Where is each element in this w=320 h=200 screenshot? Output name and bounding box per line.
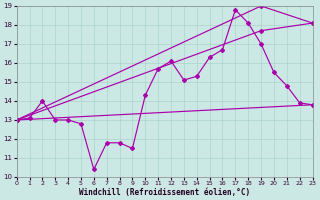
X-axis label: Windchill (Refroidissement éolien,°C): Windchill (Refroidissement éolien,°C)	[79, 188, 250, 197]
